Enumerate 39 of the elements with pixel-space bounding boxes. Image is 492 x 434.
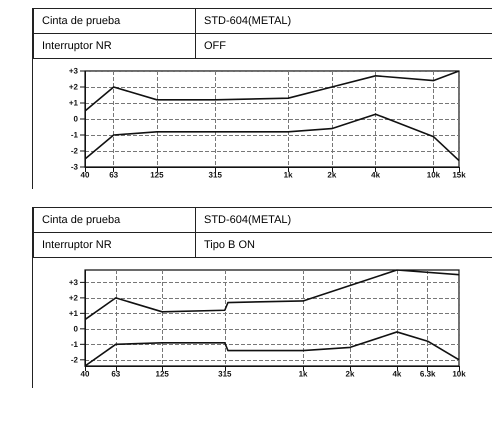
y-tick-label: 0 bbox=[74, 114, 79, 124]
text: Tipo B ON bbox=[196, 232, 492, 258]
y-tick-label: +2 bbox=[68, 82, 79, 92]
x-tick-label: 2k bbox=[346, 370, 355, 378]
y-tick-label: -1 bbox=[70, 130, 79, 140]
y-tick-label: +3 bbox=[68, 66, 79, 76]
y-tick-label: +3 bbox=[68, 278, 79, 287]
text: Interruptor NR bbox=[34, 34, 196, 58]
x-tick-label: 6.3k bbox=[420, 370, 436, 378]
x-tick-label: 15k bbox=[452, 170, 466, 180]
text: Cinta de prueba bbox=[34, 208, 196, 232]
x-tick-label: 1k bbox=[284, 170, 294, 180]
y-tick-label: +1 bbox=[68, 308, 79, 318]
y-tick-label: 0 bbox=[74, 324, 79, 334]
x-tick-label: 10k bbox=[426, 170, 441, 180]
y-tick-label: -1 bbox=[70, 340, 79, 349]
x-tick-label: 4k bbox=[371, 170, 381, 180]
x-tick-label: 63 bbox=[111, 370, 121, 378]
text: OFF bbox=[196, 34, 492, 58]
y-tick-label: -2 bbox=[70, 146, 79, 156]
x-tick-label: 63 bbox=[109, 170, 119, 180]
x-tick-label: 315 bbox=[218, 370, 232, 378]
text: Interruptor NR bbox=[34, 232, 196, 258]
x-tick-label: 315 bbox=[208, 170, 222, 180]
y-tick-label: -3 bbox=[70, 162, 79, 172]
x-tick-label: 40 bbox=[80, 170, 90, 180]
x-tick-label: 10k bbox=[452, 370, 466, 378]
x-tick-label: 4k bbox=[392, 370, 402, 378]
x-tick-label: 125 bbox=[156, 370, 170, 378]
text: STD-604(METAL) bbox=[196, 8, 492, 34]
x-tick-label: 2k bbox=[327, 170, 337, 180]
y-tick-label: -2 bbox=[70, 355, 79, 364]
y-tick-label: +1 bbox=[68, 98, 79, 108]
y-tick-label: +2 bbox=[68, 293, 79, 302]
x-tick-label: 1k bbox=[298, 370, 308, 378]
text: Cinta de prueba bbox=[34, 8, 196, 34]
x-tick-label: 125 bbox=[150, 170, 164, 180]
text: STD-604(METAL) bbox=[196, 208, 492, 232]
x-tick-label: 40 bbox=[80, 370, 90, 378]
